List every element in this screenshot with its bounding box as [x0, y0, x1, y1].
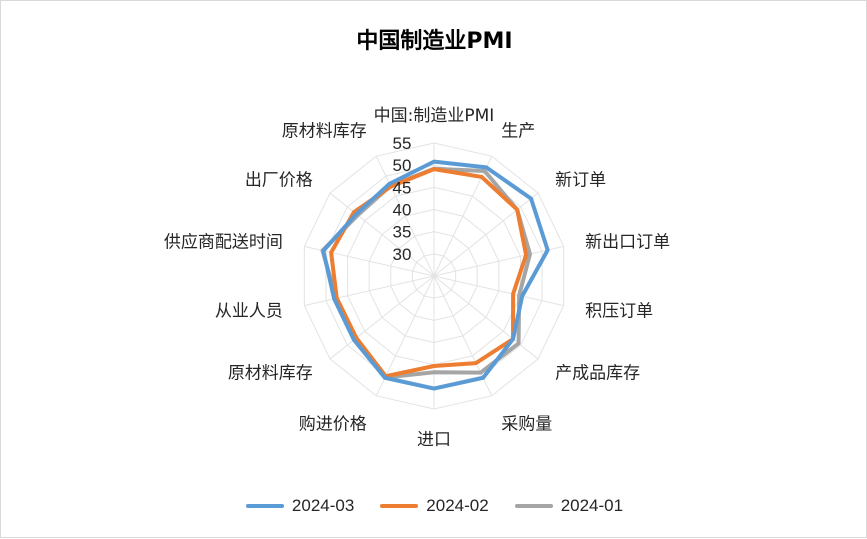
axis-label: 进口 — [417, 430, 451, 450]
legend-label: 2024-02 — [426, 496, 489, 515]
r-tick-label: 50 — [393, 156, 412, 175]
legend-swatch — [245, 504, 284, 508]
axis-label: 原材料库存 — [228, 364, 313, 384]
axis-label: 中国:制造业PMI — [374, 106, 495, 126]
axis-label: 出厂价格 — [245, 170, 313, 190]
axis-label: 从业人员 — [215, 301, 283, 321]
legend-swatch — [514, 504, 553, 508]
axis-label: 购进价格 — [299, 415, 367, 435]
axis-label: 新出口订单 — [585, 233, 670, 253]
series-line-2024-03 — [321, 159, 550, 391]
grid-spoke — [433, 275, 539, 360]
grid-spoke — [433, 192, 539, 277]
axis-label: 生产 — [501, 121, 535, 141]
grid-spoke — [433, 245, 564, 277]
legend: 2024-03 2024-02 2024-01 — [1, 493, 867, 519]
grid-spoke — [329, 275, 435, 360]
legend-label: 2024-03 — [291, 496, 355, 515]
r-tick-label: 55 — [393, 134, 412, 153]
legend-label: 2024-01 — [560, 496, 624, 515]
r-tick-label: 45 — [393, 178, 412, 197]
legend-item: 2024-02 — [380, 496, 489, 516]
legend-item: 2024-03 — [245, 496, 355, 516]
grid-spoke — [433, 275, 564, 307]
chart-title: 中国制造业PMI — [356, 29, 513, 54]
grid-spoke — [304, 245, 435, 277]
axis-label: 供应商配送时间 — [164, 233, 283, 253]
r-tick-label: 35 — [393, 223, 412, 242]
r-tick-label: 30 — [393, 245, 412, 264]
r-tick-label: 40 — [393, 201, 412, 220]
axis-label: 采购量 — [501, 415, 552, 435]
legend-item: 2024-01 — [514, 496, 624, 516]
grid-spoke — [329, 192, 435, 277]
axis-label: 积压订单 — [585, 301, 653, 321]
axis-label: 原材料库存 — [282, 121, 367, 141]
grid-spoke — [375, 155, 435, 277]
legend-swatch — [380, 504, 419, 508]
axis-label: 产成品库存 — [555, 364, 640, 384]
axis-label: 新订单 — [555, 170, 606, 190]
grid-spoke — [304, 275, 435, 307]
